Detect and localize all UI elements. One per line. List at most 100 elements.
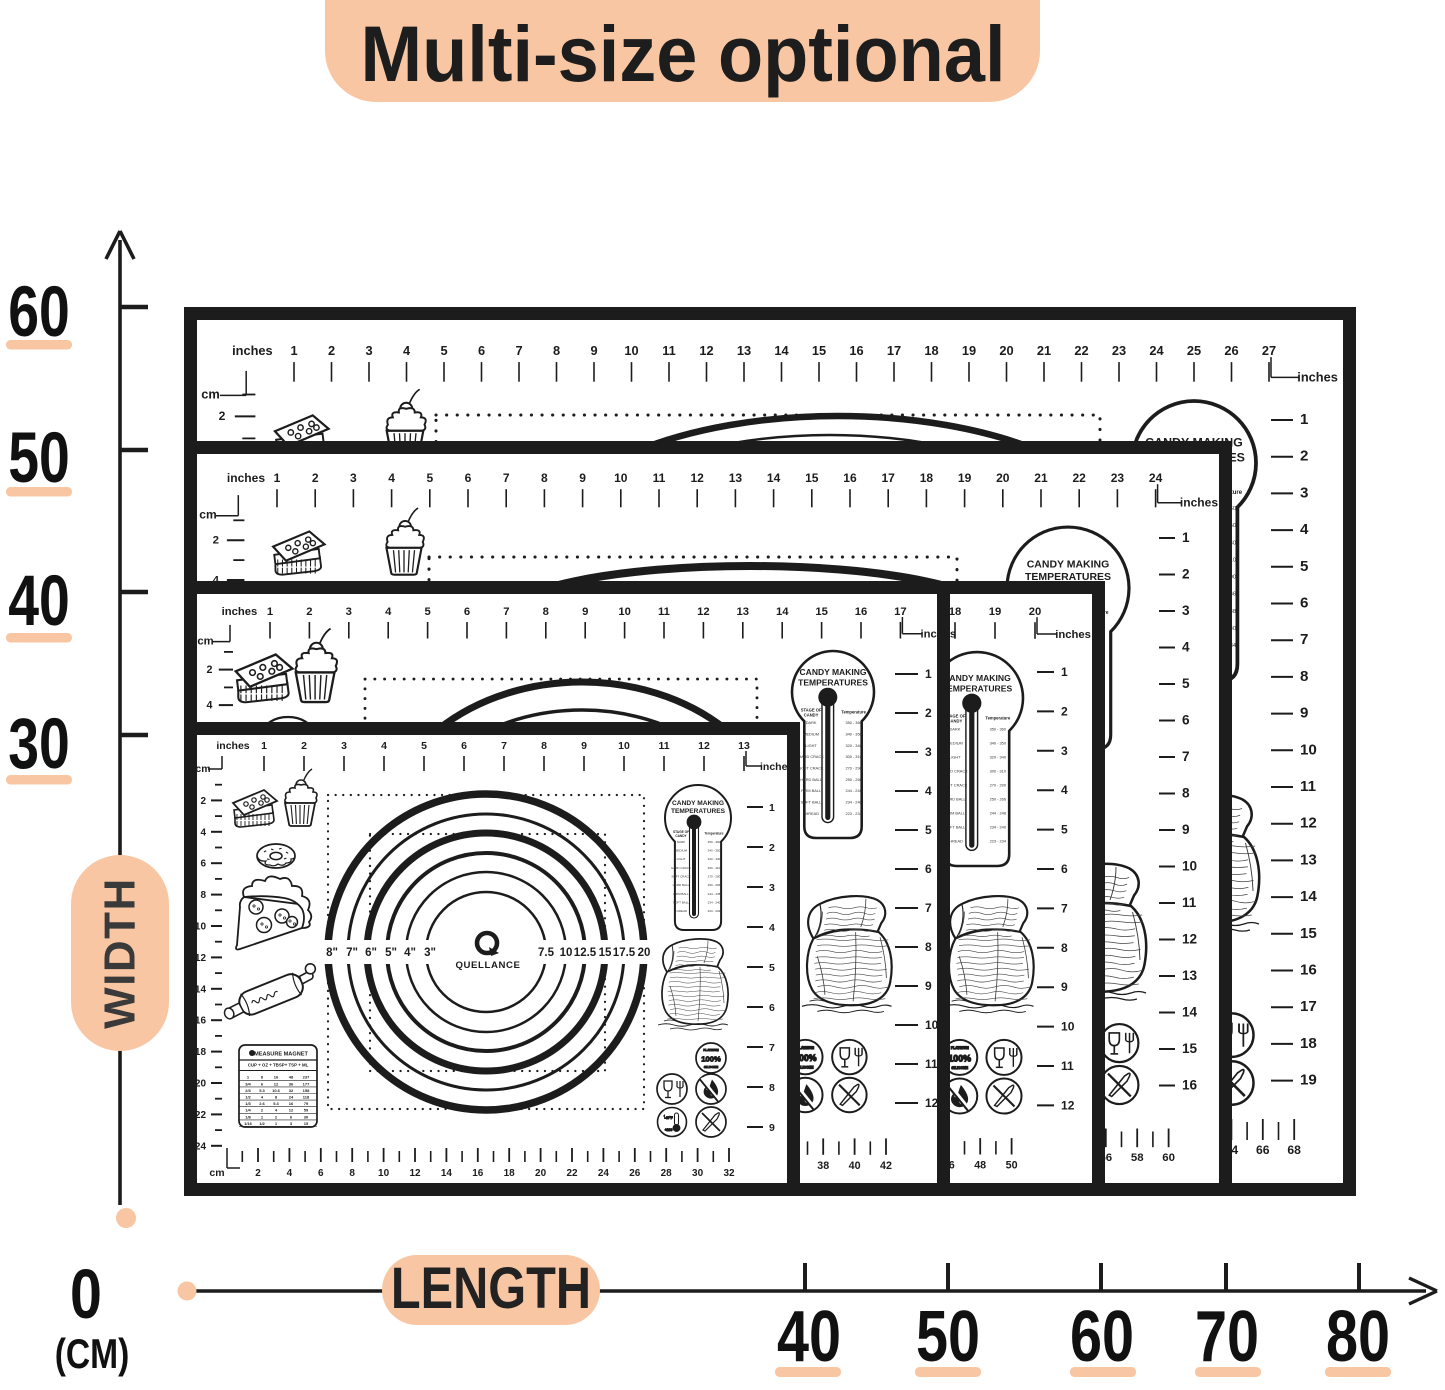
svg-text:4: 4: [206, 700, 212, 712]
svg-text:8: 8: [769, 1082, 775, 1094]
svg-text:9: 9: [590, 343, 597, 358]
svg-text:300 - 310: 300 - 310: [708, 866, 721, 870]
svg-text:inches: inches: [921, 629, 957, 641]
svg-text:28: 28: [661, 1168, 673, 1179]
svg-text:7: 7: [1061, 901, 1068, 915]
svg-text:24: 24: [1149, 471, 1163, 485]
svg-text:234 - 240: 234 - 240: [708, 900, 721, 904]
svg-text:59: 59: [304, 1108, 309, 1113]
svg-text:13: 13: [738, 740, 750, 752]
svg-text:6: 6: [465, 471, 472, 485]
svg-text:8: 8: [541, 471, 548, 485]
svg-text:17.5: 17.5: [613, 947, 636, 959]
svg-text:CANDY: CANDY: [675, 834, 687, 838]
svg-text:-40°F: -40°F: [664, 1116, 672, 1120]
svg-text:4: 4: [1182, 640, 1190, 655]
svg-text:24: 24: [289, 1095, 294, 1100]
svg-text:10: 10: [624, 343, 638, 358]
svg-text:CUP + OZ + TBSP+ TSP + ML: CUP + OZ + TBSP+ TSP + ML: [248, 1063, 309, 1068]
svg-text:1/3: 1/3: [245, 1101, 251, 1106]
svg-text:12: 12: [274, 1081, 279, 1086]
svg-text:60: 60: [1070, 1296, 1134, 1377]
svg-text:20: 20: [535, 1168, 547, 1179]
svg-text:1/16: 1/16: [244, 1121, 253, 1126]
svg-text:11: 11: [662, 343, 676, 358]
svg-text:11: 11: [1182, 895, 1197, 910]
svg-text:9: 9: [582, 606, 588, 618]
svg-text:2: 2: [1300, 448, 1308, 465]
svg-text:2: 2: [1182, 567, 1190, 582]
svg-text:12: 12: [699, 343, 713, 358]
svg-text:15: 15: [812, 343, 826, 358]
svg-text:9: 9: [925, 979, 932, 993]
svg-text:12: 12: [1300, 815, 1317, 832]
svg-text:5: 5: [424, 606, 430, 618]
svg-text:4: 4: [403, 343, 411, 358]
svg-text:3: 3: [350, 471, 357, 485]
svg-text:8: 8: [543, 606, 549, 618]
svg-text:5": 5": [385, 947, 397, 959]
svg-text:1/2: 1/2: [245, 1095, 251, 1100]
svg-text:270 - 290: 270 - 290: [845, 766, 861, 771]
svg-text:2: 2: [219, 409, 226, 423]
svg-text:12: 12: [409, 1168, 421, 1179]
svg-text:320 - 340: 320 - 340: [990, 755, 1007, 760]
svg-text:12: 12: [690, 471, 704, 485]
svg-text:42: 42: [880, 1160, 892, 1172]
svg-text:244 - 248: 244 - 248: [708, 892, 721, 896]
svg-text:12: 12: [925, 1096, 939, 1110]
svg-text:4: 4: [769, 922, 775, 934]
svg-text:79: 79: [304, 1101, 309, 1106]
svg-text:6: 6: [464, 606, 470, 618]
svg-text:Temperature: Temperature: [985, 716, 1011, 721]
svg-text:10: 10: [378, 1168, 390, 1179]
svg-text:4: 4: [925, 784, 932, 798]
svg-text:6: 6: [925, 862, 932, 876]
svg-text:250 - 266: 250 - 266: [845, 777, 861, 782]
svg-text:60: 60: [1162, 1152, 1175, 1164]
svg-text:11: 11: [653, 471, 666, 485]
svg-text:20: 20: [999, 343, 1013, 358]
svg-text:FIRM BALL: FIRM BALL: [673, 892, 689, 896]
svg-text:30: 30: [8, 704, 70, 783]
svg-text:12: 12: [1061, 1098, 1075, 1112]
svg-text:20: 20: [996, 471, 1010, 485]
svg-text:15: 15: [599, 947, 612, 959]
svg-text:340 - 350: 340 - 350: [845, 732, 861, 737]
svg-text:38: 38: [817, 1160, 829, 1172]
svg-text:5: 5: [1061, 823, 1068, 837]
svg-text:3: 3: [1061, 744, 1068, 758]
svg-text:14: 14: [441, 1168, 453, 1179]
svg-text:8: 8: [200, 890, 206, 901]
svg-text:10: 10: [618, 740, 630, 752]
svg-text:7: 7: [503, 471, 510, 485]
svg-text:5: 5: [1300, 558, 1308, 575]
svg-text:7: 7: [501, 740, 507, 752]
svg-text:Temperature: Temperature: [841, 709, 866, 714]
svg-text:1: 1: [1300, 411, 1308, 428]
svg-text:19: 19: [962, 343, 976, 358]
svg-text:21: 21: [1034, 471, 1048, 485]
svg-text:5: 5: [925, 823, 932, 837]
svg-text:234 - 240: 234 - 240: [845, 800, 861, 805]
svg-text:3/4: 3/4: [245, 1081, 251, 1086]
svg-text:40: 40: [777, 1296, 841, 1377]
svg-text:2.6: 2.6: [259, 1101, 265, 1106]
svg-text:24: 24: [1149, 343, 1164, 358]
svg-text:LIGHT: LIGHT: [677, 857, 686, 861]
svg-text:inches: inches: [1297, 369, 1338, 384]
svg-text:6: 6: [318, 1168, 324, 1179]
svg-text:4: 4: [1061, 783, 1068, 797]
svg-text:11: 11: [658, 740, 669, 752]
svg-text:MEASURE MAGNET: MEASURE MAGNET: [254, 1052, 308, 1058]
svg-text:27: 27: [1262, 343, 1276, 358]
svg-text:HARD CRACK: HARD CRACK: [798, 754, 824, 759]
svg-text:11: 11: [1061, 1059, 1074, 1073]
svg-text:2: 2: [312, 471, 319, 485]
svg-text:10: 10: [925, 1018, 939, 1032]
svg-text:3: 3: [346, 606, 352, 618]
svg-text:inches: inches: [216, 740, 249, 752]
svg-text:8: 8: [1300, 668, 1308, 685]
svg-text:11: 11: [925, 1057, 938, 1071]
svg-text:SILICONE: SILICONE: [951, 1066, 968, 1070]
